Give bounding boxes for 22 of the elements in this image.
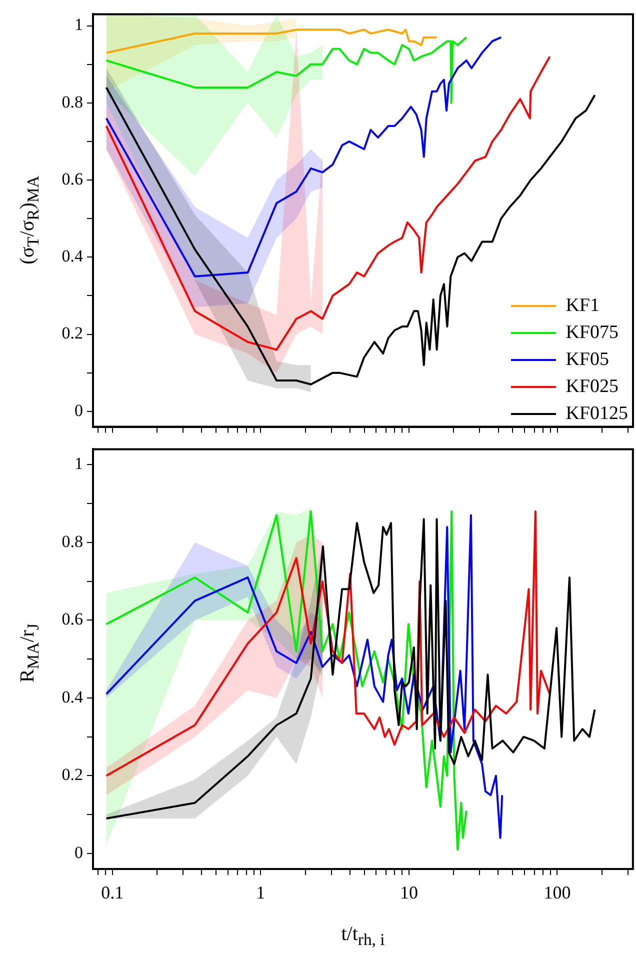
y-tick-label: 0 bbox=[74, 400, 83, 420]
legend-label: KF025 bbox=[566, 375, 618, 399]
y-tick-label: 1 bbox=[74, 15, 83, 34]
y-tick-label: 0.8 bbox=[62, 92, 83, 112]
y-tick-label: 0.2 bbox=[62, 324, 83, 343]
x-tick-label: 1 bbox=[256, 882, 266, 903]
y-tick-label: 0.6 bbox=[62, 610, 83, 629]
x-tick-label: 0.1 bbox=[101, 882, 124, 903]
y-tick-label: 0 bbox=[74, 842, 83, 862]
y-tick-label: 0.4 bbox=[62, 246, 84, 266]
y-tick-label: 0.8 bbox=[62, 532, 83, 551]
y-tick-label: 1 bbox=[74, 454, 83, 474]
y-tick-label: 0.4 bbox=[62, 687, 84, 706]
legend-label: KF0125 bbox=[566, 402, 628, 426]
x-tick-label: 100 bbox=[544, 882, 571, 903]
legend-label: KF1 bbox=[566, 294, 600, 318]
legend-label: KF05 bbox=[566, 348, 609, 372]
y-tick-label: 0.6 bbox=[62, 169, 83, 188]
legend-label: KF075 bbox=[566, 321, 618, 345]
y-tick-label: 0.2 bbox=[62, 765, 83, 784]
x-tick-label: 10 bbox=[400, 882, 418, 903]
x-axis-title: t/t$_{rh, i}$ bbox=[341, 923, 385, 950]
